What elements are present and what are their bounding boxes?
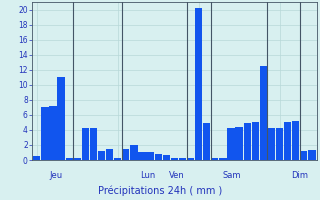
Bar (138, 152, 146, 160)
Bar (74, 158, 81, 160)
Bar (33, 156, 41, 160)
Bar (130, 145, 138, 160)
Bar (268, 128, 275, 160)
Bar (49, 106, 57, 160)
Bar (236, 127, 243, 160)
Bar (284, 122, 291, 160)
Bar (82, 128, 89, 160)
Bar (203, 123, 211, 160)
Bar (41, 107, 49, 160)
Text: Lun: Lun (140, 171, 156, 180)
Bar (90, 128, 97, 160)
Bar (106, 149, 113, 160)
Bar (122, 149, 130, 160)
Bar (58, 77, 65, 160)
Bar (187, 158, 194, 160)
Bar (219, 158, 227, 160)
Bar (228, 128, 235, 160)
Bar (252, 122, 259, 160)
Bar (163, 155, 170, 160)
Bar (260, 66, 267, 160)
Bar (179, 158, 186, 160)
Bar (195, 8, 202, 160)
Bar (292, 121, 300, 160)
Bar (98, 151, 105, 160)
Text: Sam: Sam (223, 171, 241, 180)
Bar (114, 158, 121, 160)
Text: Précipitations 24h ( mm ): Précipitations 24h ( mm ) (98, 186, 222, 196)
Bar (155, 154, 162, 160)
Bar (244, 123, 251, 160)
Bar (300, 151, 308, 160)
Text: Ven: Ven (169, 171, 184, 180)
Bar (171, 158, 178, 160)
Bar (66, 158, 73, 160)
Bar (276, 128, 283, 160)
Bar (147, 152, 154, 160)
Bar (308, 150, 316, 160)
Text: Dim: Dim (291, 171, 308, 180)
Bar (211, 158, 219, 160)
Text: Jeu: Jeu (49, 171, 62, 180)
